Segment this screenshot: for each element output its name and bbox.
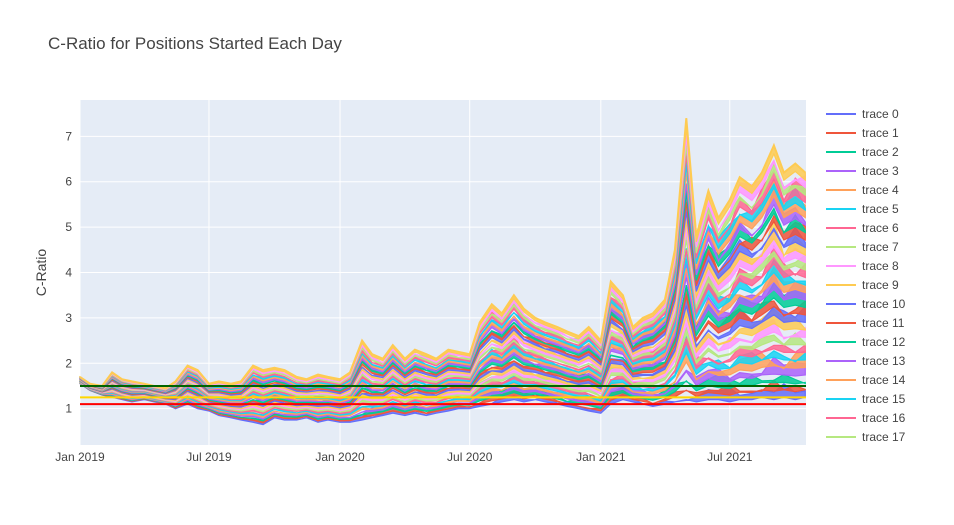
legend-item[interactable]: trace 12 bbox=[826, 335, 906, 349]
legend-label: trace 15 bbox=[862, 392, 906, 406]
y-tick-label: 6 bbox=[65, 175, 72, 189]
legend-label: trace 5 bbox=[862, 202, 899, 216]
y-tick-label: 5 bbox=[65, 220, 72, 234]
chart-title: C-Ratio for Positions Started Each Day bbox=[48, 34, 342, 53]
legend[interactable]: trace 0 trace 1 trace 2 trace 3 trace 4 trace… bbox=[826, 107, 906, 444]
legend-label: trace 11 bbox=[862, 316, 905, 330]
x-tick-label: Jan 2021 bbox=[576, 450, 626, 464]
x-tick-label: Jul 2021 bbox=[707, 450, 753, 464]
legend-label: trace 7 bbox=[862, 240, 899, 254]
legend-label: trace 12 bbox=[862, 335, 906, 349]
legend-item[interactable]: trace 6 bbox=[826, 221, 899, 235]
legend-label: trace 4 bbox=[862, 183, 899, 197]
legend-label: trace 10 bbox=[862, 297, 906, 311]
legend-item[interactable]: trace 14 bbox=[826, 373, 906, 387]
legend-label: trace 0 bbox=[862, 107, 899, 121]
legend-item[interactable]: trace 11 bbox=[826, 316, 905, 330]
tick-labels: 1 2 3 4 5 6 7 Jan 2019 Jul 2019 Jan 2020 Jul 2020 J… bbox=[55, 129, 752, 464]
legend-label: trace 17 bbox=[862, 430, 906, 444]
y-axis-title: C-Ratio bbox=[33, 249, 49, 297]
legend-item[interactable]: trace 5 bbox=[826, 202, 899, 216]
legend-label: trace 8 bbox=[862, 259, 899, 273]
legend-label: trace 13 bbox=[862, 354, 906, 368]
x-tick-label: Jan 2020 bbox=[315, 450, 365, 464]
x-tick-label: Jan 2019 bbox=[55, 450, 105, 464]
legend-item[interactable]: trace 3 bbox=[826, 164, 899, 178]
trace-band bbox=[79, 122, 806, 390]
legend-item[interactable]: trace 10 bbox=[826, 297, 906, 311]
y-tick-label: 7 bbox=[65, 129, 72, 143]
legend-label: trace 16 bbox=[862, 411, 906, 425]
y-tick-label: 3 bbox=[65, 311, 72, 325]
legend-label: trace 2 bbox=[862, 145, 899, 159]
legend-item[interactable]: trace 13 bbox=[826, 354, 906, 368]
legend-item[interactable]: trace 15 bbox=[826, 392, 906, 406]
legend-item[interactable]: trace 1 bbox=[826, 126, 899, 140]
legend-label: trace 9 bbox=[862, 278, 899, 292]
legend-item[interactable]: trace 4 bbox=[826, 183, 899, 197]
legend-label: trace 1 bbox=[862, 126, 899, 140]
legend-item[interactable]: trace 17 bbox=[826, 430, 906, 444]
trace-band bbox=[79, 297, 806, 411]
reference-lines bbox=[80, 384, 806, 406]
legend-item[interactable]: trace 8 bbox=[826, 259, 899, 273]
legend-label: trace 3 bbox=[862, 164, 899, 178]
x-tick-label: Jul 2019 bbox=[186, 450, 232, 464]
legend-item[interactable]: trace 2 bbox=[826, 145, 899, 159]
x-tick-label: Jul 2020 bbox=[447, 450, 493, 464]
y-tick-label: 4 bbox=[65, 266, 72, 280]
legend-item[interactable]: trace 0 bbox=[826, 107, 899, 121]
y-tick-label: 1 bbox=[65, 402, 72, 416]
legend-label: trace 6 bbox=[862, 221, 899, 235]
y-tick-label: 2 bbox=[65, 356, 72, 370]
legend-item[interactable]: trace 9 bbox=[826, 278, 899, 292]
trace-band bbox=[79, 379, 806, 424]
envelope-line bbox=[79, 118, 806, 390]
legend-item[interactable]: trace 16 bbox=[826, 411, 906, 425]
trace-band bbox=[79, 262, 806, 405]
legend-label: trace 14 bbox=[862, 373, 906, 387]
legend-item[interactable]: trace 7 bbox=[826, 240, 899, 254]
